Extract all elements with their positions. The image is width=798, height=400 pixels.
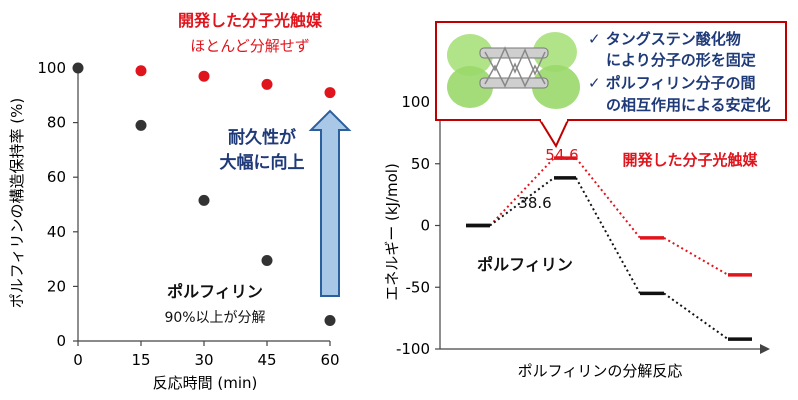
left-y-tick-label: 80 bbox=[47, 114, 66, 132]
black-data-point bbox=[198, 194, 210, 206]
left-y-tick-label: 100 bbox=[37, 59, 66, 77]
right-y-ticks: 100 50 0 -50 -100 bbox=[396, 93, 440, 358]
red-data-point bbox=[261, 78, 273, 90]
energy-profiles bbox=[466, 156, 752, 341]
right-y-tick-label: -50 bbox=[406, 278, 431, 296]
right-y-tick-label: 0 bbox=[420, 217, 430, 235]
black-profile-connector bbox=[489, 177, 555, 227]
left-y-axis-label: ポルフィリンの構造保持率 (%) bbox=[8, 98, 26, 308]
left-y-tick-label: 40 bbox=[47, 223, 66, 241]
red-data-point bbox=[198, 70, 210, 82]
right-y-tick-label: 100 bbox=[401, 93, 430, 111]
left-y-tick-label: 60 bbox=[47, 168, 66, 186]
left-x-axis-label: 反応時間 (min) bbox=[153, 374, 258, 392]
red-profile-label: 開発した分子光触媒 bbox=[622, 151, 758, 169]
black-data-point bbox=[72, 62, 84, 74]
right-y-tick-label: 50 bbox=[411, 155, 430, 173]
improvement-arrow bbox=[308, 109, 352, 297]
black-series-subtitle: 90%以上が分解 bbox=[164, 310, 265, 326]
red-profile-connector bbox=[575, 157, 641, 239]
red-profile-connector bbox=[489, 157, 555, 227]
red-series-subtitle: ほとんど分解せず bbox=[190, 37, 310, 55]
red-data-point bbox=[324, 87, 336, 99]
arrow-label-line1: 耐久性が bbox=[228, 127, 296, 148]
callout-line1: ✓ タングステン酸化物 bbox=[588, 30, 741, 48]
left-x-tick-label: 30 bbox=[194, 351, 213, 369]
black-data-point bbox=[324, 315, 336, 327]
molecule-illustration-icon bbox=[447, 32, 580, 109]
black-series-title: ポルフィリン bbox=[167, 282, 263, 301]
red-data-point bbox=[135, 65, 147, 77]
red-peak-label: 54.6 bbox=[545, 146, 578, 164]
callout-line2: により分子の形を固定 bbox=[606, 51, 756, 69]
left-y-tick-label: 20 bbox=[47, 277, 66, 295]
right-x-axis-label: ポルフィリンの分解反応 bbox=[518, 362, 683, 380]
callout-line3: ✓ ポルフィリン分子の間 bbox=[588, 74, 756, 92]
callout-box: ✓ タングステン酸化物 により分子の形を固定 ✓ ポルフィリン分子の間 の相互作… bbox=[435, 21, 787, 149]
left-x-tick-label: 0 bbox=[73, 351, 83, 369]
black-profile-label: ポルフィリン bbox=[477, 255, 573, 274]
callout-border bbox=[435, 21, 787, 121]
up-arrow-icon bbox=[308, 109, 352, 297]
red-series-title: 開発した分子光触媒 bbox=[178, 11, 323, 30]
left-points bbox=[72, 62, 336, 327]
right-y-axis-label: エネルギー (kJ/mol) bbox=[383, 163, 401, 301]
callout-pointer bbox=[538, 119, 570, 149]
x-axis-arrowhead-icon bbox=[760, 344, 770, 354]
black-data-point bbox=[261, 254, 273, 266]
right-chart: エネルギー (kJ/mol) 100 50 0 -50 -100 ポルフィリンの分解反応… bbox=[383, 21, 787, 380]
black-profile-connector bbox=[575, 177, 641, 294]
left-x-tick-label: 15 bbox=[131, 351, 150, 369]
black-peak-label: 38.6 bbox=[518, 194, 551, 212]
black-data-point bbox=[135, 119, 147, 131]
arrow-label-line2: 大幅に向上 bbox=[220, 152, 305, 173]
left-x-ticks: 0 15 30 45 60 bbox=[73, 341, 340, 369]
black-profile-connector bbox=[663, 292, 729, 340]
right-y-tick-label: -100 bbox=[396, 340, 430, 358]
left-y-ticks: 0 20 40 60 80 100 bbox=[37, 59, 78, 350]
red-profile-connector bbox=[663, 236, 729, 276]
left-y-tick-label: 0 bbox=[56, 332, 66, 350]
left-x-tick-label: 45 bbox=[257, 351, 276, 369]
left-x-tick-label: 60 bbox=[320, 351, 339, 369]
callout-line4: の相互作用による安定化 bbox=[606, 96, 771, 114]
